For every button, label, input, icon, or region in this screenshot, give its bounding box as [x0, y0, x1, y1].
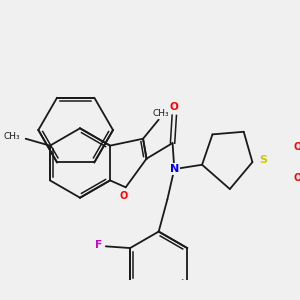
Text: CH₃: CH₃: [153, 109, 169, 118]
Text: O: O: [170, 102, 179, 112]
Text: F: F: [95, 240, 102, 250]
Text: O: O: [120, 191, 128, 201]
Text: CH₃: CH₃: [4, 133, 20, 142]
Text: O: O: [293, 173, 300, 183]
Text: O: O: [293, 142, 300, 152]
Text: S: S: [259, 155, 267, 165]
Text: N: N: [170, 164, 179, 174]
